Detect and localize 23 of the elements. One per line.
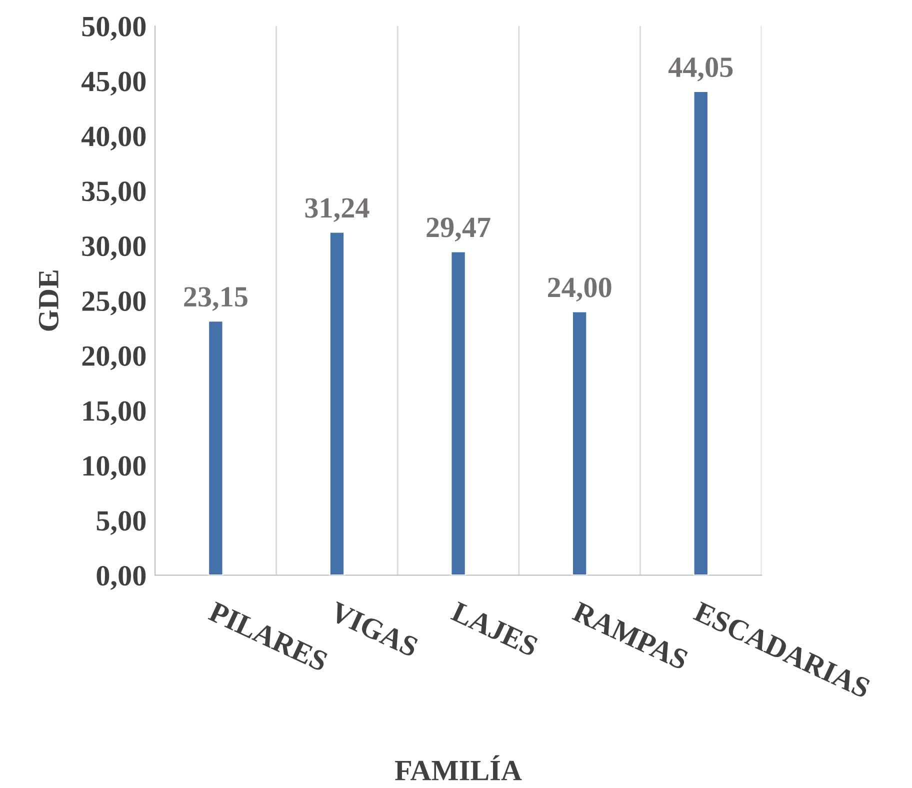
x-axis-title: FAMILÍA — [395, 755, 522, 780]
bar — [329, 231, 345, 576]
y-tick-label: 15,00 — [83, 401, 146, 426]
data-label: 29,47 — [426, 218, 490, 242]
y-tick-label: 0,00 — [96, 566, 146, 590]
y-tick-label: 10,00 — [83, 456, 146, 480]
bar — [692, 90, 709, 576]
data-label: 23,15 — [184, 287, 248, 311]
y-tick-label: 25,00 — [82, 291, 146, 316]
y-tick-label: 50,00 — [82, 16, 146, 41]
y-tick-label: 5,00 — [96, 511, 146, 535]
y-tick-label: 30,00 — [82, 236, 146, 260]
y-axis-title: GDE — [38, 270, 58, 331]
y-tick-label: 40,00 — [81, 126, 146, 150]
bar — [208, 320, 224, 576]
bar — [572, 310, 588, 576]
data-label: 31,24 — [305, 198, 370, 222]
y-tick-label: 35,00 — [82, 182, 146, 206]
y-tick-label: 20,00 — [82, 346, 146, 370]
data-label: 44,05 — [668, 57, 733, 82]
bar — [450, 250, 466, 576]
y-tick-label: 45,00 — [81, 72, 146, 96]
data-label: 24,00 — [548, 278, 612, 302]
